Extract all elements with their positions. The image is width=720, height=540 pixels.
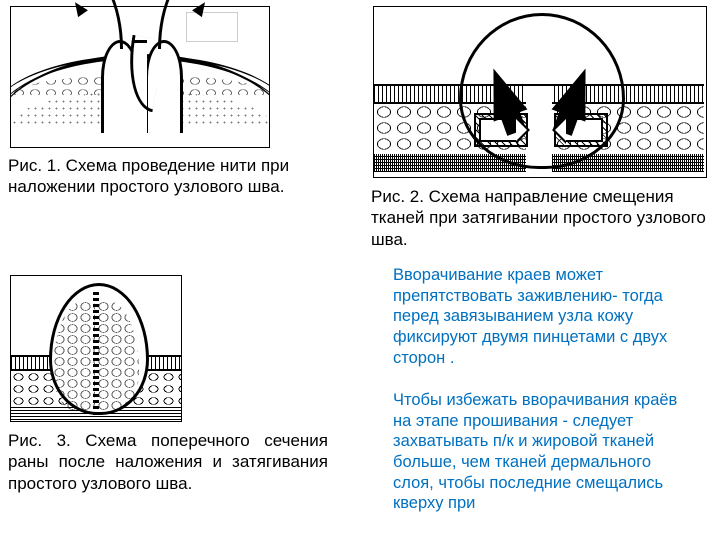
page: Рис. 1. Схема проведение нити при наложе… <box>0 0 720 540</box>
figure-3-caption: Рис. 3. Схема поперечного сечения раны п… <box>8 430 328 494</box>
figure-2-caption: Рис. 2. Схема направление смещения ткане… <box>371 186 711 250</box>
figure-1-caption: Рис. 1. Схема проведение нити при наложе… <box>8 155 323 198</box>
figure-2 <box>373 6 707 178</box>
body-paragraph-1: Вворачивание краев может препятствовать … <box>393 265 693 368</box>
figure-1-arrows <box>10 6 268 146</box>
body-paragraph-2: Чтобы избежать вворачивания краёв на эта… <box>393 390 693 514</box>
figure-3 <box>10 275 182 422</box>
